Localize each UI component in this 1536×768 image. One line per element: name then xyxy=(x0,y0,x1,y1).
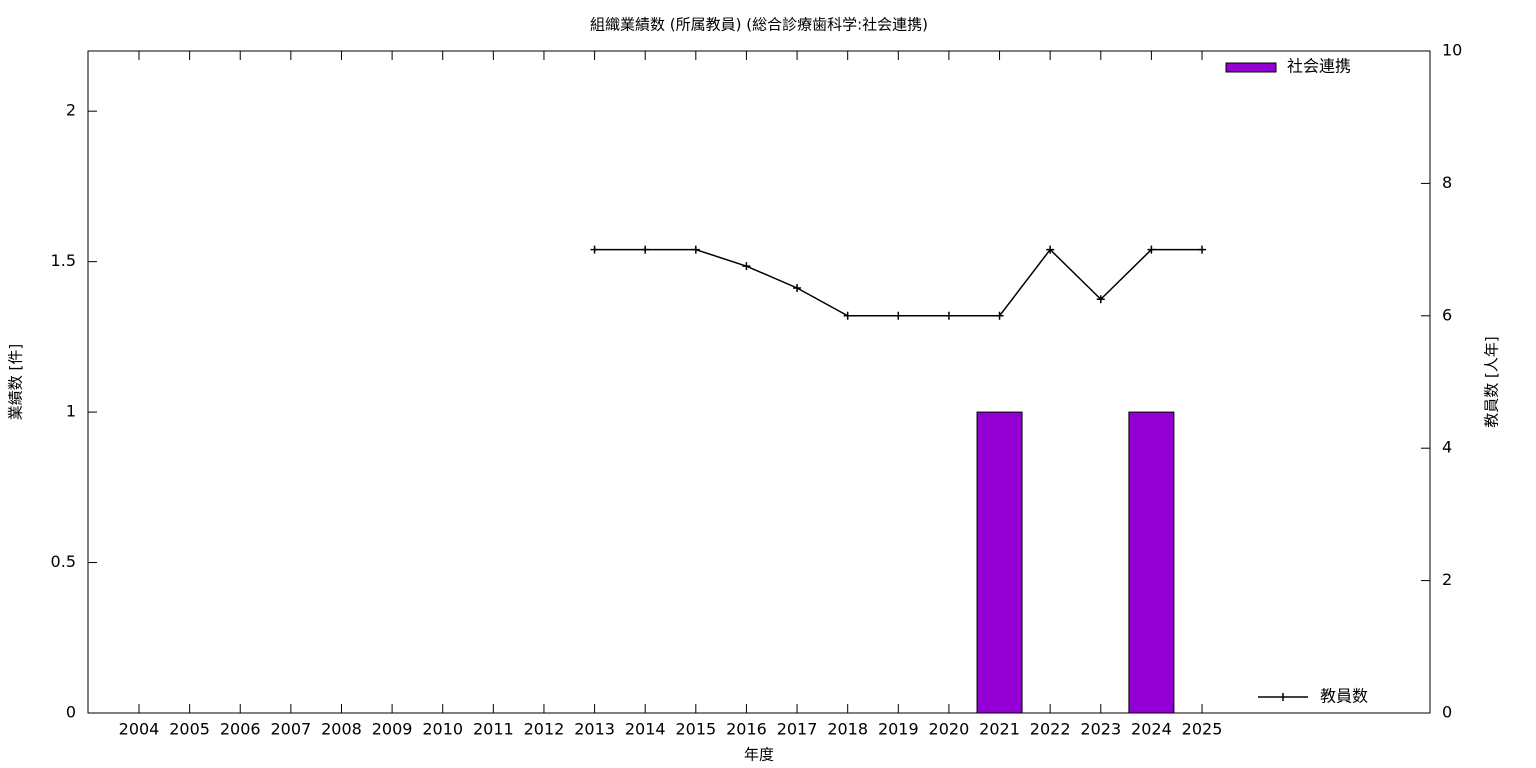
bar xyxy=(1128,411,1175,714)
x-tick-label: 2007 xyxy=(271,720,312,739)
point-marker xyxy=(1046,245,1055,254)
legend-label: 社会連携 xyxy=(1287,57,1351,76)
y-tick-label: 2 xyxy=(66,101,76,120)
x-tick-label: 2014 xyxy=(625,720,666,739)
y-tick-label: 1 xyxy=(66,402,76,421)
point-marker xyxy=(641,245,650,254)
x-tick-label: 2016 xyxy=(726,720,767,739)
y-tick-label: 0.5 xyxy=(51,552,76,571)
y2-tick-label: 4 xyxy=(1442,438,1452,457)
x-tick-label: 2015 xyxy=(675,720,716,739)
x-tick-label: 2019 xyxy=(878,720,919,739)
x-tick-label: 2011 xyxy=(473,720,514,739)
y2-tick-label: 2 xyxy=(1442,570,1452,589)
x-tick-label: 2025 xyxy=(1182,720,1223,739)
point-marker xyxy=(843,311,852,320)
point-marker xyxy=(1198,245,1207,254)
x-tick-label: 2018 xyxy=(827,720,868,739)
x-tick-label: 2022 xyxy=(1030,720,1071,739)
x-tick-label: 2017 xyxy=(777,720,818,739)
x-tick-label: 2013 xyxy=(574,720,615,739)
x-tick-label: 2024 xyxy=(1131,720,1172,739)
x-tick-label: 2008 xyxy=(321,720,362,739)
x-tick-label: 2020 xyxy=(929,720,970,739)
y2-axis-label: 教員数 [人年] xyxy=(1483,336,1501,427)
line xyxy=(594,248,1203,317)
point-marker xyxy=(894,311,903,320)
point-marker xyxy=(691,245,700,254)
x-axis-label: 年度 xyxy=(744,746,774,764)
y2-tick-label: 6 xyxy=(1442,305,1452,324)
x-tick-label: 2004 xyxy=(119,720,160,739)
legend-label: 教員数 xyxy=(1320,687,1368,706)
y2-tick-label: 8 xyxy=(1442,173,1452,192)
x-tick-label: 2021 xyxy=(979,720,1020,739)
point-marker xyxy=(944,311,953,320)
x-tick-label: 2006 xyxy=(220,720,261,739)
x-tick-label: 2009 xyxy=(372,720,413,739)
y2-tick-label: 10 xyxy=(1442,41,1462,60)
y-tick-label: 1.5 xyxy=(51,251,76,270)
bar xyxy=(976,411,1023,714)
y2-tick-label: 0 xyxy=(1442,703,1452,722)
point-marker xyxy=(1096,295,1105,304)
x-tick-label: 2010 xyxy=(422,720,463,739)
x-tick-label: 2005 xyxy=(169,720,210,739)
point-marker xyxy=(793,283,802,292)
point-marker xyxy=(1147,245,1156,254)
point-marker xyxy=(590,245,599,254)
x-tick-label: 2012 xyxy=(524,720,565,739)
point-marker xyxy=(995,311,1004,320)
point-marker xyxy=(742,262,751,271)
chart-title: 組織業績数 (所属教員) (総合診療歯科学:社会連携) xyxy=(590,16,928,34)
plot-frame xyxy=(87,50,1431,714)
y-tick-label: 0 xyxy=(66,703,76,722)
y-axis-label: 業績数 [件] xyxy=(7,344,25,420)
legend-swatch xyxy=(1225,62,1277,73)
x-tick-label: 2023 xyxy=(1080,720,1121,739)
